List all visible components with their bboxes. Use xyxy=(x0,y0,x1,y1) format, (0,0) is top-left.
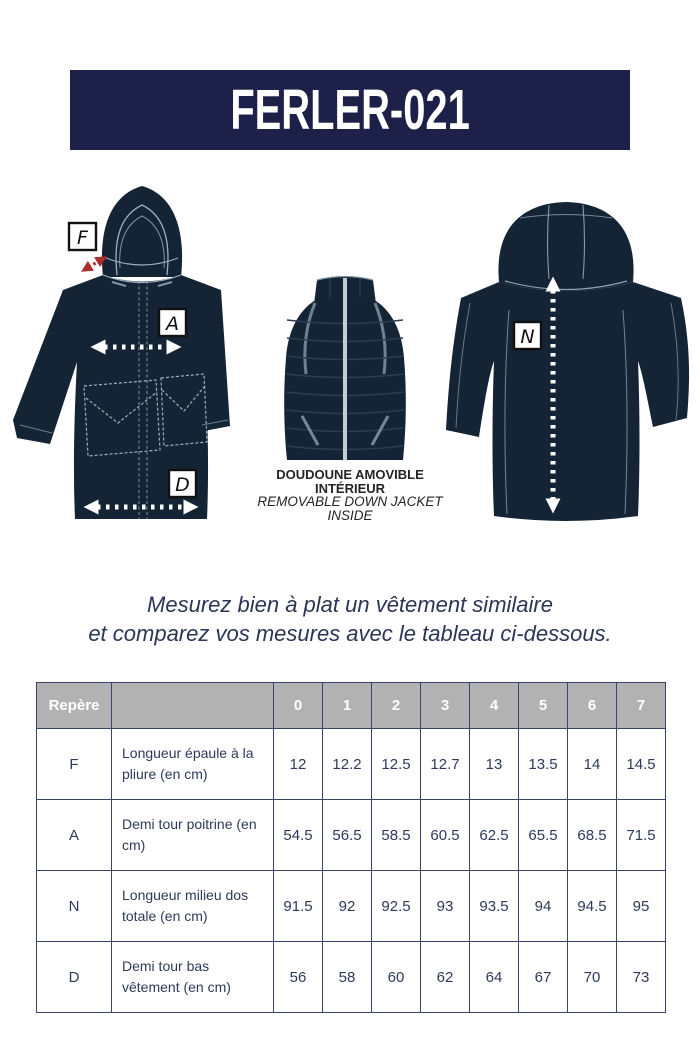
header-size-2: 2 xyxy=(371,682,421,729)
size-value-cell: 92.5 xyxy=(371,870,421,942)
parka-back-illustration: N xyxy=(446,202,690,521)
size-value-cell: 94.5 xyxy=(567,870,617,942)
header-size-3: 3 xyxy=(420,682,470,729)
size-value-cell: 13 xyxy=(469,728,519,800)
size-value-cell: 54.5 xyxy=(273,799,323,871)
size-value-cell: 73 xyxy=(616,941,666,1013)
measure-label-cell: Demi tour bas vêtement (en cm) xyxy=(111,941,274,1013)
instruction-line-1: Mesurez bien à plat un vêtement similair… xyxy=(147,592,553,617)
size-value-cell: 95 xyxy=(616,870,666,942)
measure-label-D: D xyxy=(167,468,198,499)
repere-cell: A xyxy=(36,799,112,871)
header-size-5: 5 xyxy=(518,682,568,729)
measure-label-F: F xyxy=(67,221,98,252)
size-value-cell: 13.5 xyxy=(518,728,568,800)
header-size-0: 0 xyxy=(273,682,323,729)
header-size-6: 6 xyxy=(567,682,617,729)
size-value-cell: 60.5 xyxy=(420,799,470,871)
product-title: FERLER-021 xyxy=(230,78,470,142)
vest-zipper xyxy=(343,278,347,460)
size-value-cell: 12 xyxy=(273,728,323,800)
size-value-cell: 68.5 xyxy=(567,799,617,871)
table-header-row: Repère 0 1 2 3 4 5 6 7 xyxy=(36,682,666,729)
table-row-F: F Longueur épaule à la pliure (en cm) 12… xyxy=(36,728,666,800)
size-table: Repère 0 1 2 3 4 5 6 7 F Longueur épaule… xyxy=(36,682,666,1013)
size-value-cell: 64 xyxy=(469,941,519,1013)
inner-vest-illustration xyxy=(284,275,406,460)
size-value-cell: 60 xyxy=(371,941,421,1013)
measuring-instruction: Mesurez bien à plat un vêtement similair… xyxy=(0,590,700,649)
size-value-cell: 12.5 xyxy=(371,728,421,800)
size-value-cell: 12.2 xyxy=(322,728,372,800)
svg-text:A: A xyxy=(164,313,179,335)
table-row-N: N Longueur milieu dos totale (en cm) 91.… xyxy=(36,870,666,942)
vest-caption-fr-line2: INTÉRIEUR xyxy=(314,480,386,496)
header-repere: Repère xyxy=(36,682,112,729)
repere-cell: D xyxy=(36,941,112,1013)
table-row-D: D Demi tour bas vêtement (en cm) 56 58 6… xyxy=(36,941,666,1013)
size-value-cell: 65.5 xyxy=(518,799,568,871)
size-value-cell: 92 xyxy=(322,870,372,942)
size-value-cell: 58 xyxy=(322,941,372,1013)
header-size-1: 1 xyxy=(322,682,372,729)
size-value-cell: 94 xyxy=(518,870,568,942)
product-title-banner: FERLER-021 xyxy=(70,70,630,150)
size-value-cell: 14.5 xyxy=(616,728,666,800)
measure-label-N: N xyxy=(512,320,543,351)
header-size-4: 4 xyxy=(469,682,519,729)
vest-caption: DOUDOUNE AMOVIBLE INTÉRIEUR REMOVABLE DO… xyxy=(245,468,455,524)
size-value-cell: 71.5 xyxy=(616,799,666,871)
size-value-cell: 58.5 xyxy=(371,799,421,871)
size-value-cell: 56 xyxy=(273,941,323,1013)
size-value-cell: 62.5 xyxy=(469,799,519,871)
header-blank xyxy=(111,682,274,729)
repere-cell: N xyxy=(36,870,112,942)
measure-label-cell: Demi tour poitrine (en cm) xyxy=(111,799,274,871)
size-value-cell: 91.5 xyxy=(273,870,323,942)
size-value-cell: 93 xyxy=(420,870,470,942)
size-value-cell: 62 xyxy=(420,941,470,1013)
shoulder-measure-arrow xyxy=(81,256,107,272)
size-value-cell: 70 xyxy=(567,941,617,1013)
size-value-cell: 12.7 xyxy=(420,728,470,800)
size-value-cell: 56.5 xyxy=(322,799,372,871)
size-value-cell: 14 xyxy=(567,728,617,800)
repere-cell: F xyxy=(36,728,112,800)
measure-label-cell: Longueur milieu dos totale (en cm) xyxy=(111,870,274,942)
table-row-A: A Demi tour poitrine (en cm) 54.5 56.5 5… xyxy=(36,799,666,871)
instruction-line-2: et comparez vos mesures avec le tableau … xyxy=(88,621,612,647)
vest-caption-en-line2: INSIDE xyxy=(327,508,373,524)
measure-label-A: A xyxy=(157,307,188,338)
size-value-cell: 67 xyxy=(518,941,568,1013)
vest-caption-en-line1: REMOVABLE DOWN JACKET xyxy=(257,494,443,510)
measure-label-cell: Longueur épaule à la pliure (en cm) xyxy=(111,728,274,800)
vest-caption-fr-line1: DOUDOUNE AMOVIBLE xyxy=(276,467,424,482)
parka-front-illustration: F A D xyxy=(13,186,230,519)
svg-text:N: N xyxy=(520,326,534,348)
size-value-cell: 93.5 xyxy=(469,870,519,942)
garment-illustrations: F A D xyxy=(13,186,690,521)
header-size-7: 7 xyxy=(616,682,666,729)
svg-text:F: F xyxy=(77,227,89,249)
svg-text:D: D xyxy=(175,474,190,496)
